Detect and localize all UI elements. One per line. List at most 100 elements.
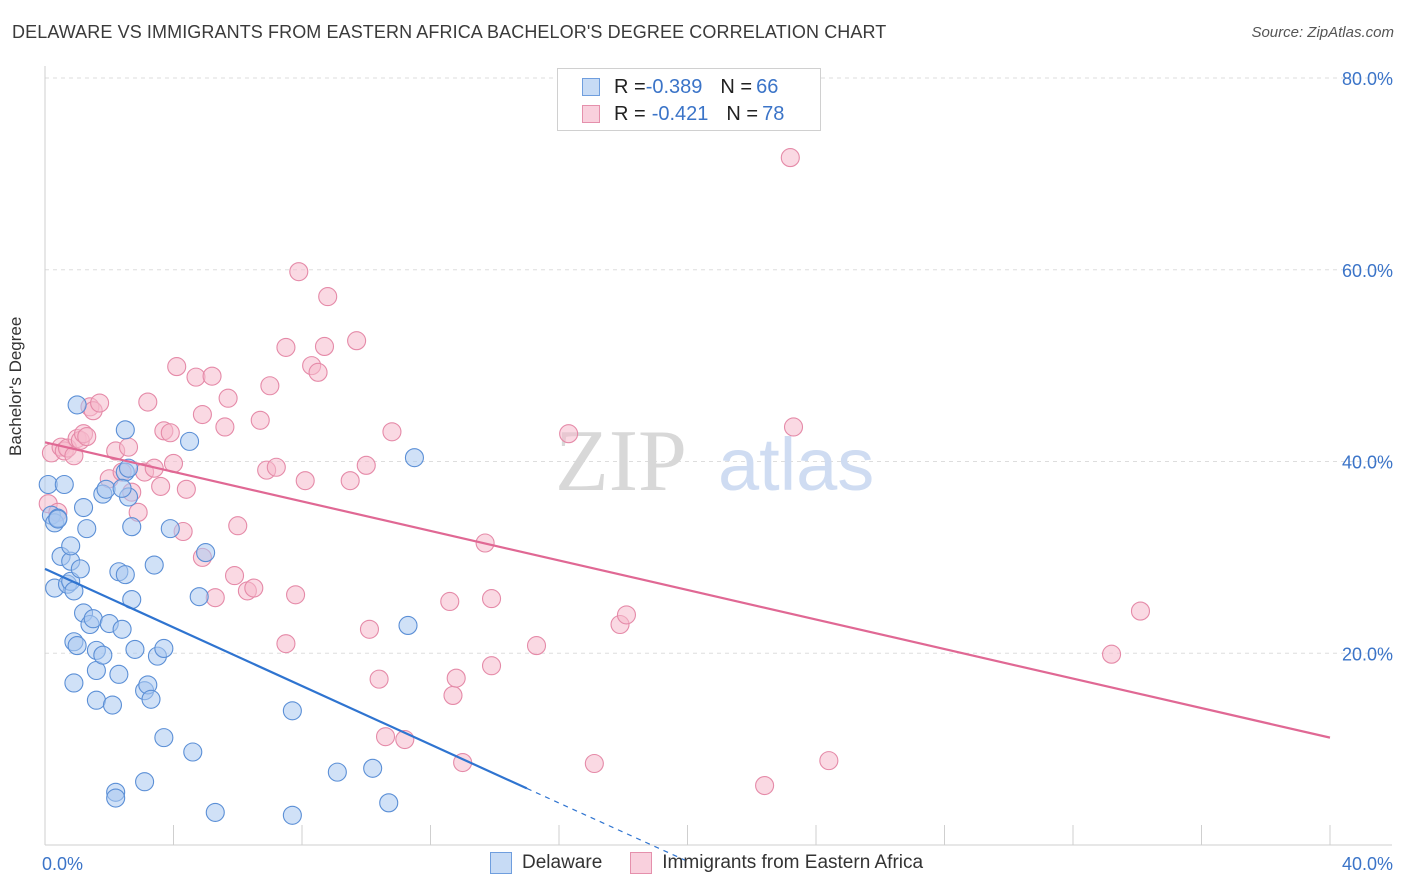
trend-line-eastern-africa <box>44 441 1331 739</box>
data-point-delaware <box>112 478 132 498</box>
data-point-eastern-africa <box>176 479 196 499</box>
legend-label-delaware: Delaware <box>522 852 603 873</box>
data-point-eastern-africa <box>819 751 839 771</box>
data-point-eastern-africa <box>260 376 280 396</box>
data-point-delaware <box>154 638 174 659</box>
data-point-delaware <box>64 673 84 693</box>
data-point-delaware <box>189 587 209 607</box>
data-point-eastern-africa <box>138 392 158 412</box>
data-point-delaware <box>54 474 74 495</box>
data-point-delaware <box>86 690 106 710</box>
r-label: R = <box>614 75 646 98</box>
data-point-delaware <box>196 543 216 563</box>
data-point-eastern-africa <box>250 410 270 430</box>
legend-item-eastern-africa: Immigrants from Eastern Africa <box>630 852 923 874</box>
data-point-eastern-africa <box>289 262 309 282</box>
source-label: Source: ZipAtlas.com <box>1251 24 1394 41</box>
data-point-delaware <box>61 536 81 556</box>
data-point-eastern-africa <box>783 417 804 437</box>
data-point-eastern-africa <box>318 287 338 307</box>
data-point-eastern-africa <box>446 668 466 688</box>
data-point-delaware <box>205 802 225 822</box>
correlation-legend: R = -0.389 N = 66 R = -0.421 N = 78 <box>557 68 821 131</box>
y-axis-label: Bachelor's Degree <box>6 316 25 456</box>
data-point-delaware <box>154 728 174 748</box>
data-point-eastern-africa <box>314 336 335 357</box>
series-delaware-points <box>38 395 424 825</box>
legend-swatch-blue <box>490 852 512 874</box>
data-point-eastern-africa <box>192 404 212 425</box>
data-point-delaware <box>112 619 132 639</box>
legend-swatch-blue <box>582 78 600 96</box>
y-tick-label: 60.0% <box>1342 261 1393 281</box>
data-point-delaware <box>379 793 399 813</box>
data-point-eastern-africa <box>440 591 460 612</box>
data-point-delaware <box>282 805 302 825</box>
y-tick-label: 20.0% <box>1342 644 1393 664</box>
legend-swatch-pink <box>582 105 600 123</box>
data-point-eastern-africa <box>215 417 235 437</box>
data-point-eastern-africa <box>295 471 315 491</box>
data-point-delaware <box>135 772 155 792</box>
data-point-eastern-africa <box>308 362 328 382</box>
data-point-eastern-africa <box>526 636 547 656</box>
data-point-eastern-africa <box>276 634 296 654</box>
data-point-delaware <box>160 519 180 539</box>
watermark-atlas: atlas <box>718 423 874 506</box>
data-point-eastern-africa <box>340 471 360 491</box>
data-point-delaware <box>93 645 113 665</box>
r-value: -0.389 <box>645 75 703 98</box>
data-point-eastern-africa <box>90 393 110 413</box>
data-point-eastern-africa <box>584 753 604 774</box>
data-point-eastern-africa <box>151 476 171 496</box>
legend-row-delaware: R = -0.389 N = 66 <box>582 73 778 101</box>
data-point-delaware <box>38 474 58 495</box>
data-point-delaware <box>67 636 87 656</box>
legend-item-delaware: Delaware <box>490 852 602 874</box>
n-label: N = <box>720 75 753 98</box>
legend-swatch-pink <box>630 852 653 874</box>
data-point-delaware <box>404 448 424 468</box>
data-point-eastern-africa <box>1102 644 1122 664</box>
data-point-delaware <box>77 519 97 539</box>
data-point-eastern-africa <box>205 588 225 608</box>
data-point-delaware <box>109 664 129 684</box>
n-value: 78 <box>762 102 785 125</box>
trend-line-delaware-extension <box>526 787 688 862</box>
data-point-delaware <box>180 431 200 451</box>
data-point-eastern-africa <box>369 669 389 689</box>
data-point-eastern-africa <box>359 619 380 639</box>
tick-labels: 20.0% 40.0% 60.0% 80.0% 0.0% 40.0% <box>42 69 1393 874</box>
data-point-delaware <box>118 458 139 478</box>
data-point-delaware <box>115 565 135 585</box>
data-point-eastern-africa <box>224 566 245 586</box>
data-point-eastern-africa <box>755 776 775 796</box>
data-point-delaware <box>122 517 142 537</box>
data-point-eastern-africa <box>481 589 502 609</box>
r-label: R = <box>614 102 646 125</box>
data-point-delaware <box>141 689 161 709</box>
data-point-eastern-africa <box>559 424 579 444</box>
data-point-eastern-africa <box>347 331 367 351</box>
data-point-eastern-africa <box>443 685 463 705</box>
data-point-eastern-africa <box>218 388 238 408</box>
data-point-eastern-africa <box>77 427 97 447</box>
data-point-eastern-africa <box>1130 601 1151 621</box>
data-point-delaware <box>398 615 418 635</box>
data-point-delaware <box>74 497 94 518</box>
series-legend: Delaware Immigrants from Eastern Africa <box>490 852 951 874</box>
data-point-eastern-africa <box>375 727 396 747</box>
data-point-eastern-africa <box>186 367 206 387</box>
data-point-eastern-africa <box>167 357 187 377</box>
data-point-eastern-africa <box>780 148 800 168</box>
data-point-eastern-africa <box>160 423 180 443</box>
data-point-eastern-africa <box>228 516 248 536</box>
data-point-eastern-africa <box>276 337 296 357</box>
data-point-delaware <box>125 639 145 659</box>
data-point-delaware <box>102 695 123 715</box>
data-point-delaware <box>48 509 68 529</box>
data-point-eastern-africa <box>616 605 637 625</box>
n-value: 66 <box>756 75 779 98</box>
data-point-delaware <box>96 479 116 499</box>
